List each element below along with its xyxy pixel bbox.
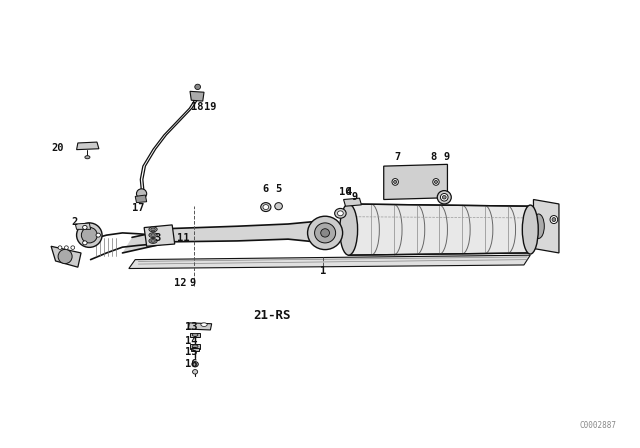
Text: 15: 15 <box>185 347 198 357</box>
Ellipse shape <box>77 223 102 247</box>
Ellipse shape <box>149 238 157 243</box>
Ellipse shape <box>394 181 397 184</box>
Text: 19: 19 <box>204 102 217 112</box>
Ellipse shape <box>550 215 557 224</box>
Polygon shape <box>188 323 212 330</box>
Text: 9: 9 <box>352 192 358 202</box>
Ellipse shape <box>337 211 343 216</box>
Ellipse shape <box>315 223 335 243</box>
Ellipse shape <box>308 216 342 250</box>
Ellipse shape <box>433 179 439 185</box>
Ellipse shape <box>192 362 198 367</box>
Ellipse shape <box>392 179 398 185</box>
Ellipse shape <box>335 208 346 218</box>
Polygon shape <box>190 344 200 349</box>
Polygon shape <box>190 332 200 337</box>
Polygon shape <box>77 142 99 150</box>
Ellipse shape <box>192 333 198 336</box>
Text: 18: 18 <box>191 102 204 112</box>
Ellipse shape <box>81 227 97 243</box>
Ellipse shape <box>83 225 87 229</box>
Ellipse shape <box>192 345 198 348</box>
Ellipse shape <box>195 84 200 90</box>
Text: 9: 9 <box>189 278 196 288</box>
Polygon shape <box>129 255 531 268</box>
Polygon shape <box>144 225 175 246</box>
Ellipse shape <box>193 370 198 374</box>
Ellipse shape <box>58 250 72 263</box>
Polygon shape <box>384 164 447 199</box>
Polygon shape <box>122 220 326 253</box>
Text: 4: 4 <box>346 187 352 197</box>
Text: 2: 2 <box>72 217 78 227</box>
Ellipse shape <box>136 189 147 198</box>
Text: 5: 5 <box>275 184 282 194</box>
Ellipse shape <box>440 194 448 201</box>
Polygon shape <box>51 246 81 267</box>
Polygon shape <box>190 91 204 101</box>
Polygon shape <box>76 223 91 229</box>
Text: 13: 13 <box>185 322 198 332</box>
Polygon shape <box>534 199 559 253</box>
Ellipse shape <box>340 204 358 255</box>
Ellipse shape <box>71 246 75 250</box>
Ellipse shape <box>151 240 156 242</box>
Text: C0002887: C0002887 <box>579 421 616 430</box>
Ellipse shape <box>96 233 100 237</box>
Ellipse shape <box>151 234 156 237</box>
Text: 3: 3 <box>154 233 161 243</box>
Polygon shape <box>344 198 362 206</box>
Text: 6: 6 <box>262 184 269 194</box>
Ellipse shape <box>58 246 62 250</box>
Polygon shape <box>135 195 147 202</box>
Text: 1: 1 <box>320 266 326 276</box>
Ellipse shape <box>552 218 556 222</box>
Text: 8: 8 <box>430 152 436 162</box>
Ellipse shape <box>260 202 271 211</box>
Ellipse shape <box>263 205 269 210</box>
Ellipse shape <box>437 190 451 204</box>
Text: 16: 16 <box>185 359 198 369</box>
Text: 14: 14 <box>185 336 198 346</box>
Ellipse shape <box>149 227 157 232</box>
Text: 17: 17 <box>132 203 145 213</box>
Ellipse shape <box>201 323 207 327</box>
Ellipse shape <box>275 202 282 210</box>
Ellipse shape <box>149 233 157 237</box>
Ellipse shape <box>442 195 446 199</box>
Text: 11: 11 <box>177 233 189 243</box>
Ellipse shape <box>65 246 68 250</box>
Text: 7: 7 <box>395 152 401 162</box>
Ellipse shape <box>83 241 87 245</box>
Polygon shape <box>191 348 199 351</box>
Ellipse shape <box>435 181 438 184</box>
Ellipse shape <box>321 229 330 237</box>
Text: 12: 12 <box>173 278 186 288</box>
Ellipse shape <box>533 214 544 238</box>
Ellipse shape <box>85 155 90 159</box>
Text: 9: 9 <box>443 152 449 162</box>
Text: 10: 10 <box>339 187 352 197</box>
Text: 21-RS: 21-RS <box>253 309 291 322</box>
Text: 20: 20 <box>51 143 64 153</box>
Ellipse shape <box>151 228 156 231</box>
Ellipse shape <box>522 205 538 254</box>
Polygon shape <box>349 204 531 255</box>
